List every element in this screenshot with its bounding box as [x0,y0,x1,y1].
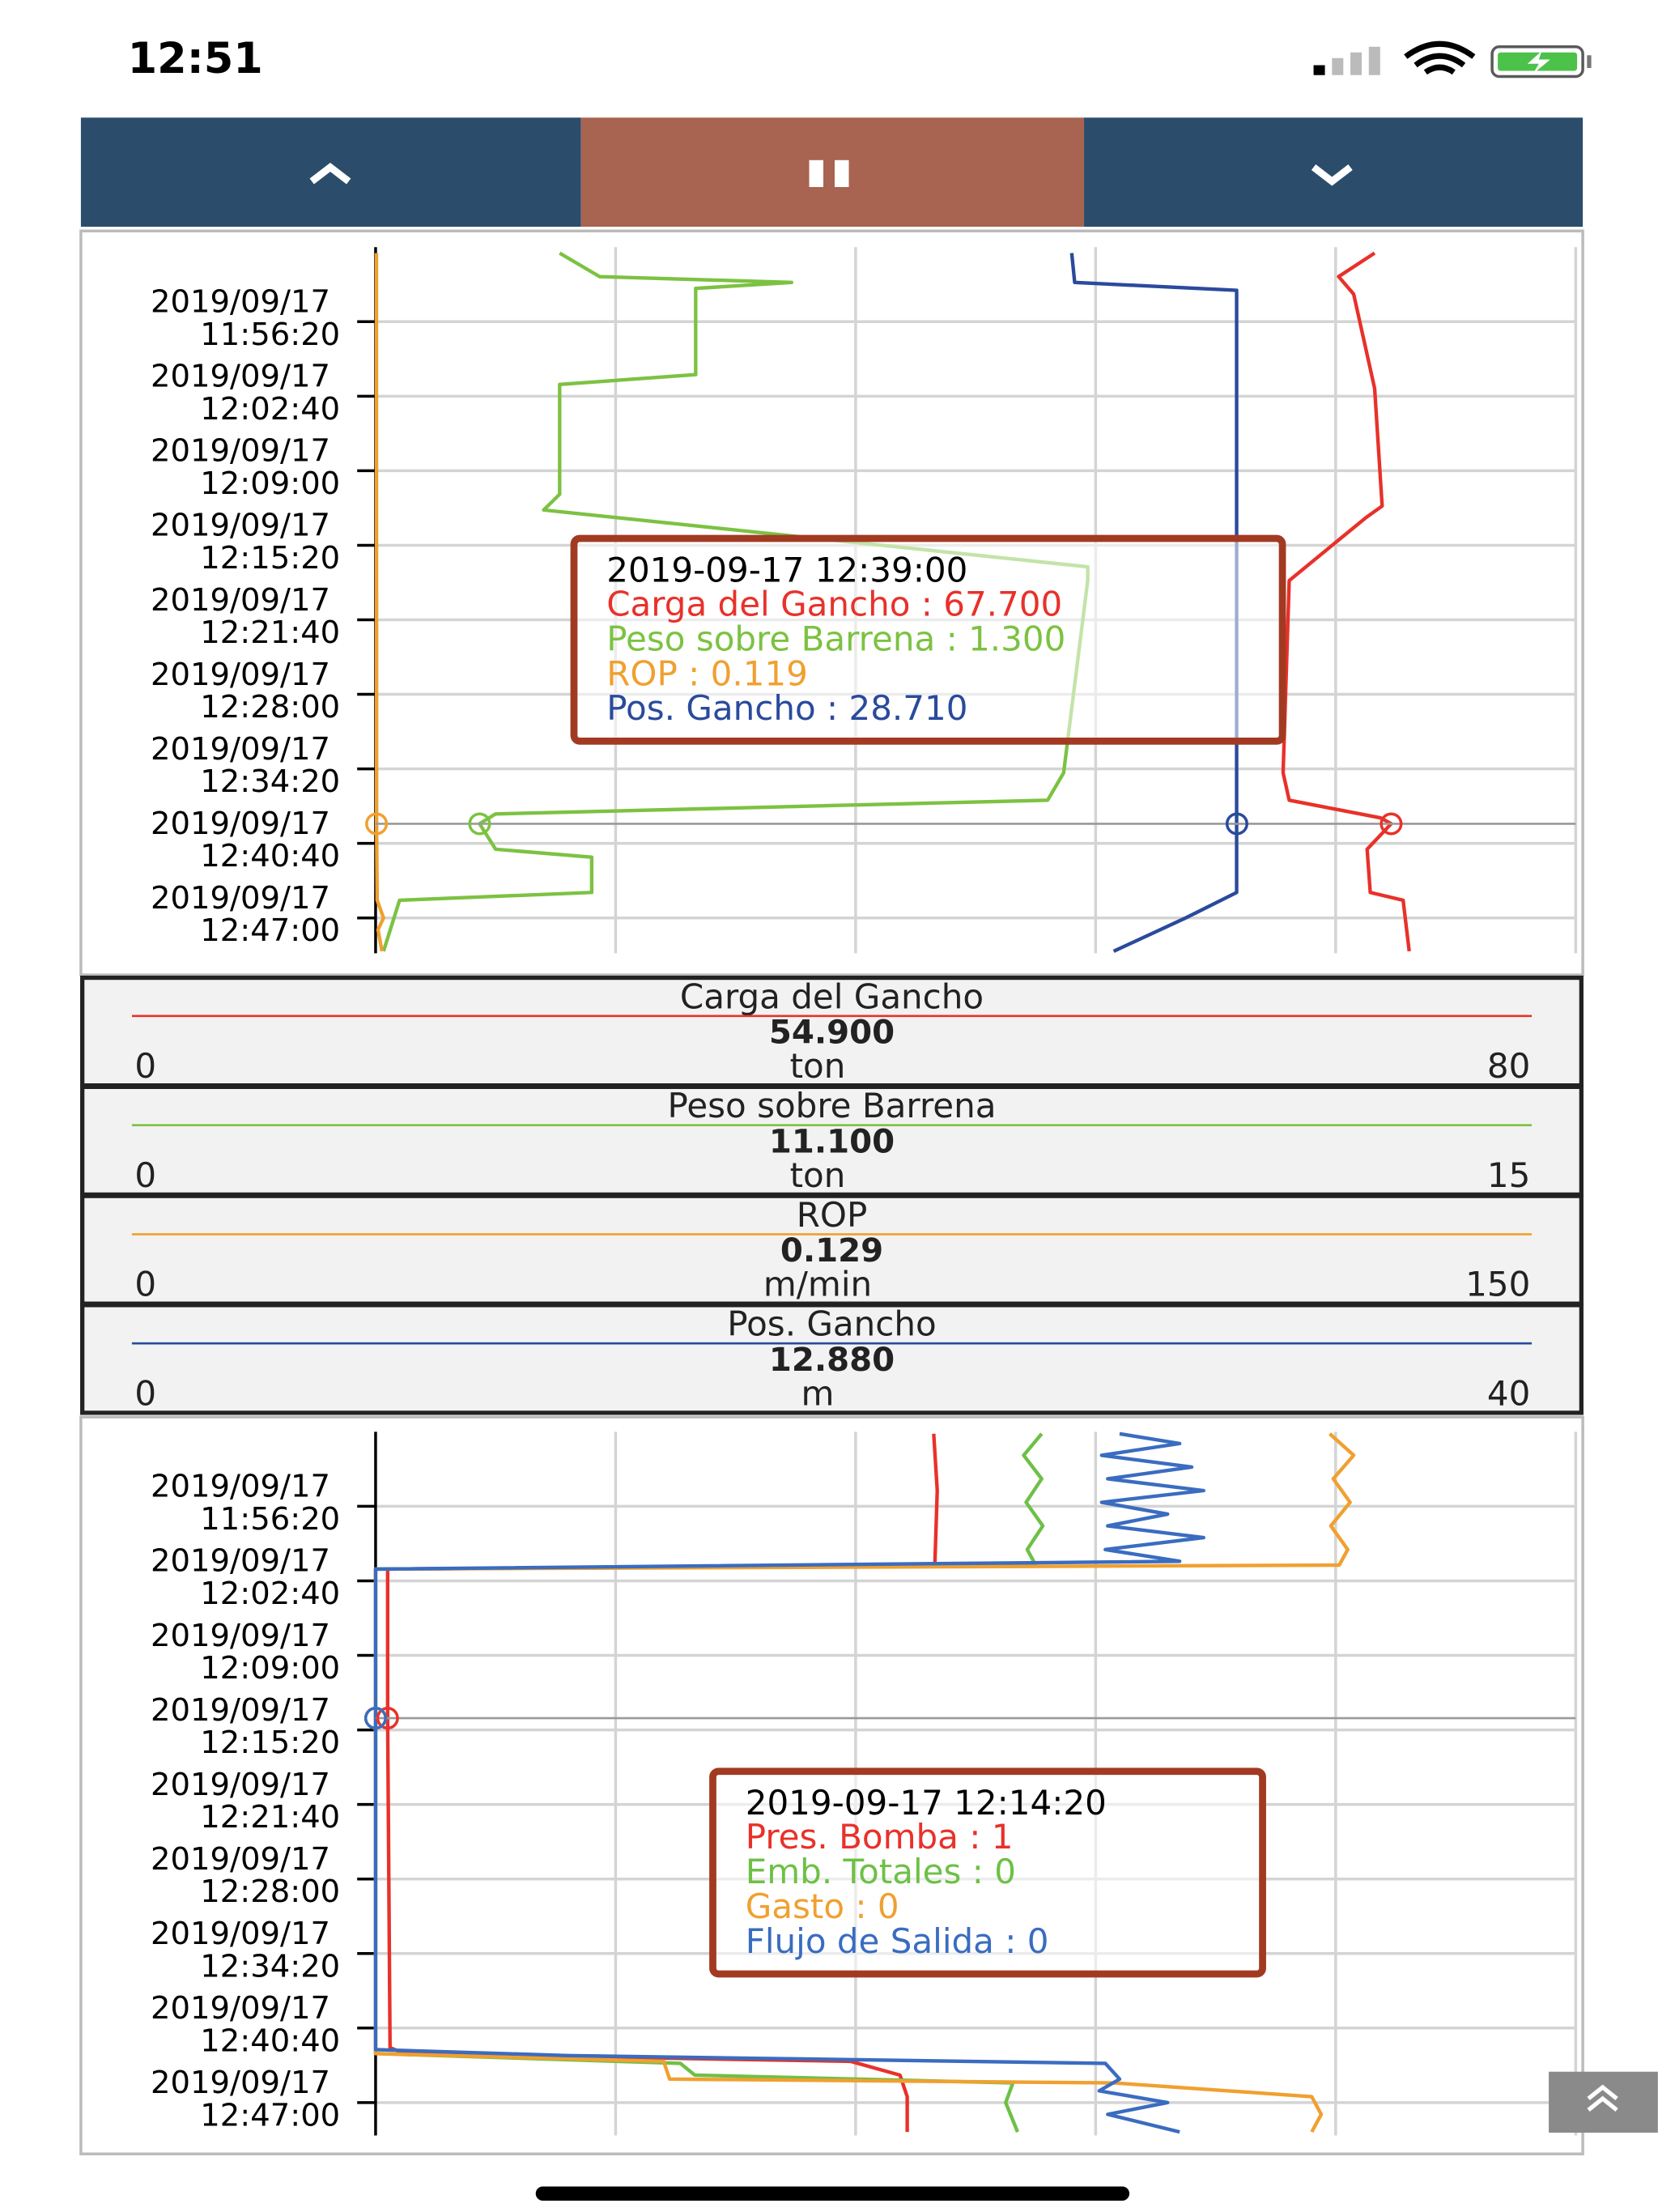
y-tick-label: 2019/09/17 12:09:00 [151,432,340,501]
tooltip-line: ROP : 0.119 [606,653,808,693]
legend-unit: ton [790,1046,846,1086]
legend-max: 80 [1487,1046,1530,1086]
legend-name: Pos. Gancho [727,1304,936,1344]
hover-marker [376,1707,399,1730]
hover-marker [468,812,491,836]
y-tick-label: 2019/09/17 12:21:40 [151,581,340,650]
down-icon [1311,164,1353,186]
legend-name: ROP [797,1195,868,1235]
home-indicator [535,2186,1130,2201]
up-icon [309,162,351,185]
series-line [374,253,385,952]
tooltip-title: 2019-09-17 12:39:00 [606,551,967,590]
y-tick-label: 2019/09/17 12:47:00 [151,879,340,948]
y-tick-label: 2019/09/17 12:47:00 [151,2065,340,2133]
legend-reading: 12.880 [769,1342,895,1379]
tooltip-line: Pres. Bomba : 1 [746,1817,1014,1857]
legend-unit: m [801,1373,835,1413]
tooltip-box [709,1767,1266,1978]
y-tick-label: 2019/09/17 11:56:20 [151,1468,340,1537]
y-tick-label: 2019/09/17 12:40:40 [151,805,340,874]
scroll-top-button[interactable] [1549,2071,1658,2133]
legend-reading: 0.129 [780,1232,883,1270]
legend-unit: m/min [763,1265,872,1304]
legend-min: 0 [134,1046,156,1086]
legend-reading: 54.900 [769,1015,895,1052]
legend-unit: ton [790,1155,846,1195]
scroll-down-button[interactable] [1084,117,1584,228]
hover-marker [365,812,389,836]
legend-max: 150 [1465,1265,1530,1304]
y-tick-label: 2019/09/17 12:34:20 [151,1915,340,1984]
series-line [373,1431,1205,2134]
y-tick-label: 2019/09/17 12:28:00 [151,1840,340,1909]
hover-marker [1225,812,1248,836]
y-tick-label: 2019/09/17 12:09:00 [151,1617,340,1686]
y-tick-label: 2019/09/17 12:02:40 [151,358,340,427]
tooltip-line: Pos. Gancho : 28.710 [606,688,967,728]
y-tick-label: 2019/09/17 12:34:20 [151,730,340,799]
tooltip-line: Peso sobre Barrena : 1.300 [606,619,1065,658]
tooltip-title: 2019-09-17 12:14:20 [746,1783,1107,1823]
hover-marker [1380,812,1403,836]
tooltip-line: Flujo de Salida : 0 [746,1921,1049,1961]
y-tick-label: 2019/09/17 12:28:00 [151,656,340,725]
y-tick-label: 2019/09/17 12:15:20 [151,507,340,576]
legend-max: 15 [1487,1155,1530,1195]
tooltip-box [570,534,1286,745]
tooltip-line: Emb. Totales : 0 [746,1852,1016,1891]
pause-button[interactable] [580,117,1085,228]
hover-marker [363,1707,387,1730]
pause-icon [809,160,823,188]
legend-name: Peso sobre Barrena [668,1086,997,1125]
nav-bar [80,117,1584,228]
tooltip-line: Carga del Gancho : 67.700 [606,585,1062,624]
legend-max: 40 [1487,1373,1530,1413]
y-tick-label: 2019/09/17 12:02:40 [151,1542,340,1611]
tooltip-line: Gasto : 0 [746,1887,899,1926]
y-tick-label: 2019/09/17 12:15:20 [151,1691,340,1760]
status-time: 12:51 [128,34,263,83]
legend-name: Carga del Gancho [680,976,984,1016]
series-line [1281,251,1411,952]
y-tick-label: 2019/09/17 12:40:40 [151,1990,340,2059]
legend-min: 0 [134,1265,156,1304]
pause-icon [835,160,849,188]
legend-reading: 11.100 [769,1123,895,1160]
legend-panel-box [80,1193,1584,1306]
legend-min: 0 [134,1373,156,1413]
status-icons [1313,40,1592,79]
legend-panel-box [80,1303,1584,1415]
y-tick-label: 2019/09/17 12:21:40 [151,1766,340,1835]
y-tick-label: 2019/09/17 11:56:20 [151,283,340,352]
legend-min: 0 [134,1155,156,1195]
